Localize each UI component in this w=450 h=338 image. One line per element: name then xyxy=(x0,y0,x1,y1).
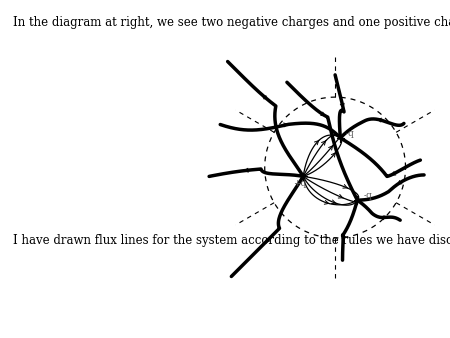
Text: -q: -q xyxy=(346,129,354,138)
Text: +q: +q xyxy=(293,179,306,188)
Text: In the diagram at right, we see two negative charges and one positive charge, fi: In the diagram at right, we see two nega… xyxy=(13,17,450,29)
Text: -q: -q xyxy=(363,191,372,200)
Text: I have drawn flux lines for the system according to the rules we have discussed.: I have drawn flux lines for the system a… xyxy=(13,234,450,247)
